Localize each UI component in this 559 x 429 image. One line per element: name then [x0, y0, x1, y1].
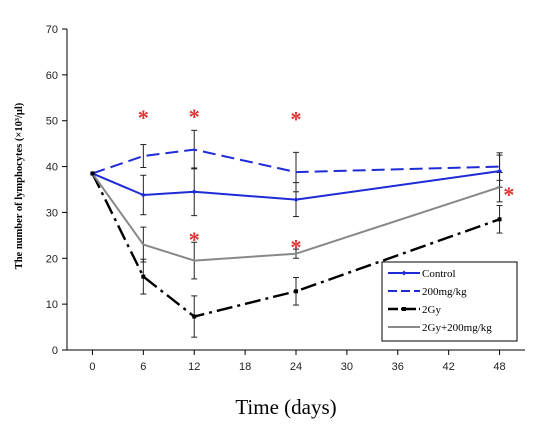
y-ticks: 0 10 20 30 40 50 60 70	[46, 24, 67, 357]
data-point	[141, 274, 146, 279]
y-tick-label: 60	[46, 70, 58, 82]
series-markers	[89, 168, 503, 319]
x-tick-label: 0	[89, 361, 95, 373]
legend-label: 200mg/kg	[422, 286, 467, 298]
data-point	[497, 168, 503, 174]
legend-label: Control	[422, 268, 456, 280]
x-tick-label: 6	[140, 361, 146, 373]
y-tick-label: 30	[46, 207, 58, 219]
significance-marker: *	[189, 227, 200, 252]
series-line-1	[92, 148, 500, 175]
legend-label: 2Gy+200mg/kg	[422, 322, 492, 334]
significance-marker: *	[291, 234, 302, 259]
y-tick-label: 0	[52, 345, 58, 357]
significance-marker: *	[138, 105, 149, 130]
legend: Control 200mg/kg 2Gy 2Gy+200mg/kg	[381, 261, 518, 342]
y-tick-label: 20	[46, 253, 58, 265]
significance-marker: *	[291, 107, 302, 132]
x-axis-label: Time (days)	[235, 395, 336, 419]
x-tick-label: 36	[392, 361, 404, 373]
significance-marker: *	[189, 104, 200, 129]
legend-label: 2Gy	[422, 304, 441, 316]
x-tick-label: 18	[239, 361, 251, 373]
data-point	[293, 197, 299, 203]
x-tick-label: 30	[341, 361, 353, 373]
x-tick-label: 48	[493, 361, 505, 373]
x-tick-label: 12	[188, 361, 200, 373]
data-point	[192, 314, 197, 319]
error-bars	[140, 129, 503, 338]
significance-marker: *	[503, 182, 514, 207]
y-axis-label: The number of lymphocytes (×10³/μl)	[14, 102, 25, 269]
data-point	[294, 289, 298, 294]
series-line-3	[91, 172, 500, 262]
annotations: * * * * * *	[138, 104, 515, 259]
legend-marker	[401, 270, 407, 276]
legend-marker	[402, 307, 406, 311]
x-tick-label: 24	[290, 361, 302, 373]
y-tick-label: 70	[46, 24, 58, 36]
data-point	[140, 192, 146, 198]
data-point	[497, 217, 502, 222]
y-tick-label: 40	[46, 162, 58, 174]
data-point	[90, 171, 95, 176]
y-tick-label: 10	[46, 299, 58, 311]
x-tick-label: 42	[443, 361, 455, 373]
data-point	[191, 189, 197, 195]
y-tick-label: 50	[46, 116, 58, 128]
x-ticks: 0 6 12 18 24 30 36 42 48	[89, 350, 506, 373]
